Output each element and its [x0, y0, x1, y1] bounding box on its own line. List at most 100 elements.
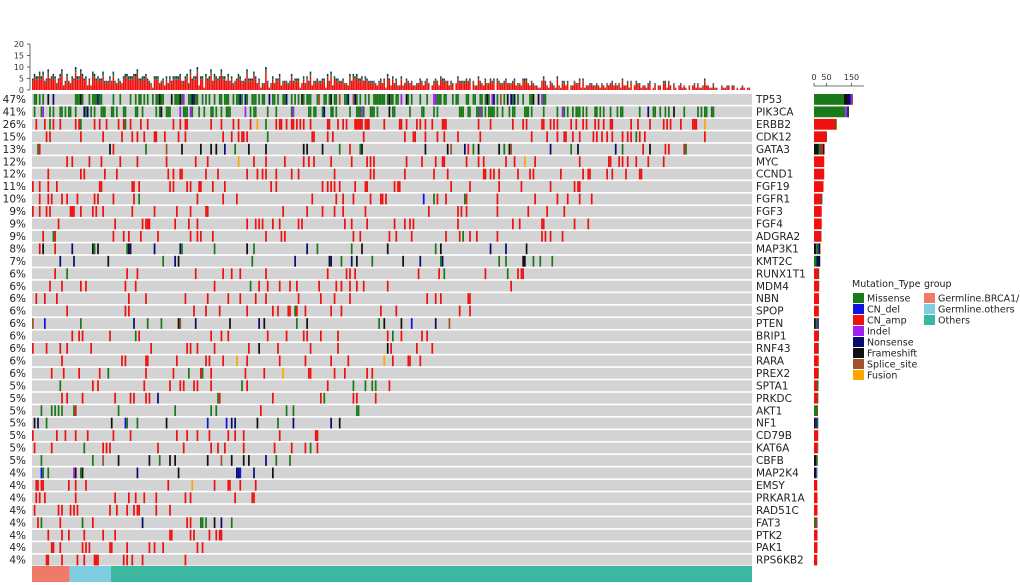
- mutation-cell: [589, 168, 591, 180]
- mutation-cell: [572, 131, 574, 143]
- mutation-cell: [330, 94, 332, 105]
- mutation-cell: [177, 467, 180, 479]
- sample-burden-bar: [73, 81, 75, 90]
- sample-burden-bar: [272, 76, 274, 77]
- sample-burden-bar: [254, 79, 257, 90]
- sample-burden-bar: [410, 81, 413, 84]
- mutation-cell: [61, 355, 63, 367]
- sample-burden-bar: [518, 83, 521, 85]
- mutation-cell: [345, 268, 348, 280]
- mutation-cell: [176, 430, 178, 441]
- mutation-cell: [496, 106, 499, 118]
- mutation-cell: [278, 218, 281, 230]
- mutation-cell: [290, 94, 293, 105]
- mutation-cell: [230, 517, 233, 529]
- mutation-cell: [210, 118, 212, 130]
- sample-burden-bar: [273, 84, 276, 90]
- sample-burden-bar: [582, 78, 584, 80]
- sample-burden-bar: [181, 81, 183, 82]
- mutation-cell: [704, 118, 706, 130]
- sample-burden-bar: [201, 77, 204, 80]
- mutation-cell: [530, 131, 533, 143]
- mutation-cell: [92, 206, 94, 217]
- sample-burden-bar: [35, 77, 37, 80]
- sample-burden-bar: [688, 86, 691, 90]
- mutation-cell: [398, 118, 401, 130]
- sample-burden-bar: [618, 84, 620, 90]
- sample-burden-bar: [40, 76, 43, 77]
- sample-burden-bar: [177, 76, 180, 78]
- mutation-cell: [129, 243, 132, 255]
- sample-burden-bar: [683, 85, 685, 87]
- sample-burden-bar: [162, 78, 164, 80]
- sample-burden-bar: [635, 81, 637, 82]
- sample-burden-bar: [532, 83, 535, 85]
- mutation-cell: [205, 305, 207, 317]
- gene-percent-label: 7%: [9, 256, 26, 268]
- mutation-cell: [184, 293, 187, 304]
- sample-burden-bar: [649, 81, 651, 84]
- sample-burden-bar: [83, 79, 85, 82]
- mutation-cell: [74, 430, 77, 441]
- sample-burden-bar: [47, 71, 49, 75]
- sample-burden-bar: [61, 69, 63, 71]
- mutation-cell: [549, 118, 552, 130]
- mutation-cell: [143, 492, 146, 504]
- sample-burden-bar: [122, 76, 125, 78]
- mutation-cell: [160, 318, 163, 329]
- sample-burden-bar: [542, 76, 545, 78]
- sample-burden-bar: [297, 79, 300, 82]
- mutation-cell: [611, 168, 614, 180]
- mutation-cell: [208, 94, 211, 105]
- mutation-cell: [373, 94, 375, 105]
- sample-burden-bar: [143, 76, 145, 77]
- sample-burden-bar: [272, 76, 274, 78]
- mutation-cell: [104, 168, 106, 180]
- gene-percent-label: 4%: [9, 555, 26, 567]
- mutation-cell: [316, 442, 319, 454]
- sample-burden-bar: [416, 83, 418, 85]
- mutation-cell: [513, 156, 516, 168]
- gene-row-background: [32, 492, 752, 504]
- gene-percent-label: 4%: [9, 492, 26, 504]
- sample-burden-bar: [441, 78, 444, 80]
- mutation-cell: [438, 268, 440, 280]
- mutation-cell: [572, 106, 574, 118]
- sample-burden-bar: [469, 81, 471, 90]
- top-axis-tick-label: 15: [14, 52, 24, 61]
- mutation-cell: [184, 492, 187, 504]
- sample-burden-bar: [692, 85, 694, 87]
- mutation-cell: [227, 293, 230, 304]
- mutation-cell: [575, 106, 578, 118]
- gene-count-bar: [850, 94, 852, 105]
- mutation-cell: [109, 542, 111, 553]
- sample-burden-bar: [45, 81, 48, 90]
- mutation-cell: [685, 143, 687, 155]
- mutation-cell: [92, 380, 94, 392]
- mutation-cell: [376, 94, 379, 105]
- sample-burden-bar: [93, 74, 96, 76]
- mutation-cell: [54, 230, 56, 242]
- mutation-cell: [122, 230, 125, 242]
- sample-burden-bar: [102, 73, 104, 77]
- sample-burden-bar: [476, 85, 478, 87]
- mutation-cell: [95, 206, 98, 217]
- sample-burden-bar: [102, 71, 104, 73]
- sample-burden-bar: [326, 74, 329, 76]
- sample-burden-bar: [740, 88, 742, 90]
- mutation-cell: [630, 131, 632, 143]
- mutation-cell: [124, 280, 127, 292]
- mutation-cell: [124, 118, 127, 130]
- sample-burden-bar: [570, 86, 572, 90]
- mutation-cell: [198, 181, 200, 192]
- sample-burden-bar: [378, 83, 380, 90]
- sample-burden-bar: [38, 71, 41, 73]
- sample-burden-bar: [378, 81, 380, 84]
- sample-burden-bar: [131, 76, 133, 77]
- sample-burden-bar: [381, 83, 384, 85]
- sample-burden-bar: [350, 81, 353, 82]
- mutation-cell: [513, 106, 516, 118]
- sample-burden-bar: [625, 86, 627, 90]
- sample-burden-bar: [524, 79, 526, 82]
- gene-percent-label: 9%: [9, 206, 26, 218]
